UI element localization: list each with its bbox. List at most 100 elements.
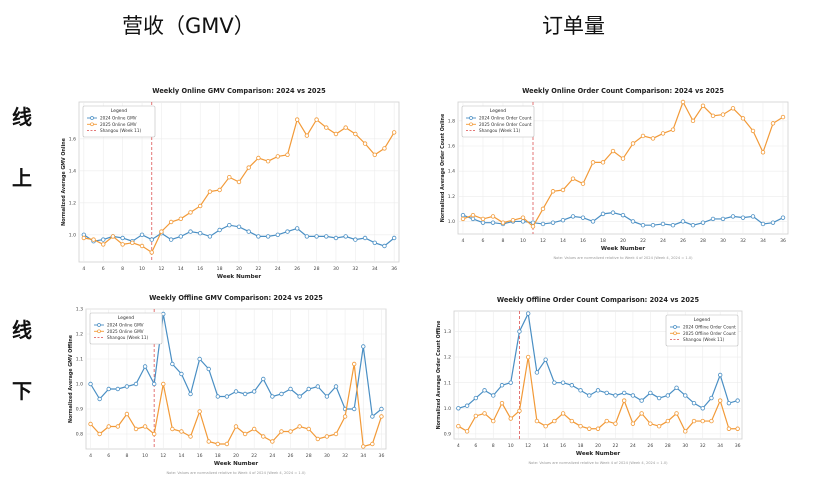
data-point-2024	[520, 219, 526, 224]
data-point-2025	[306, 426, 311, 432]
x-tick-label: 30	[682, 443, 688, 449]
y-tick-label: 0.9	[444, 431, 451, 437]
x-tick-label: 18	[215, 453, 221, 459]
data-point-2025	[621, 398, 627, 403]
data-point-2024	[106, 386, 111, 392]
legend-box	[665, 314, 739, 347]
data-point-2024	[294, 226, 300, 231]
data-point-2025	[149, 250, 154, 255]
data-point-2025	[604, 418, 609, 424]
x-tick-label: 16	[580, 238, 586, 244]
x-tick-label: 32	[700, 443, 706, 449]
x-tick-label: 12	[158, 266, 164, 272]
data-point-2025	[188, 434, 193, 439]
x-tick-label: 20	[620, 238, 626, 244]
data-point-2025	[740, 116, 746, 121]
data-point-2025	[304, 133, 310, 138]
data-point-2024	[142, 364, 148, 369]
data-point-2025	[161, 381, 166, 387]
data-point-2024	[370, 414, 375, 419]
x-tick-label: 30	[720, 238, 726, 244]
x-tick-label: 10	[508, 443, 514, 449]
data-point-2024	[650, 222, 656, 228]
data-point-2024	[726, 400, 732, 406]
data-point-2024	[709, 395, 714, 401]
data-point-2025	[550, 189, 556, 194]
data-point-2024	[179, 371, 184, 377]
data-point-2025	[508, 416, 513, 421]
data-point-2024	[540, 221, 546, 227]
legend-title: Legend	[118, 315, 134, 321]
data-point-2025	[691, 418, 697, 424]
data-point-2025	[780, 114, 786, 120]
x-tick-label: 28	[306, 453, 312, 459]
x-tick-label: 18	[578, 443, 584, 449]
data-point-2025	[288, 429, 293, 434]
data-point-2025	[379, 414, 384, 419]
data-point-2025	[314, 117, 319, 122]
data-point-2025	[142, 424, 148, 429]
data-point-2024	[233, 389, 239, 394]
x-tick-label: 32	[352, 266, 358, 272]
x-tick-label: 6	[482, 238, 485, 244]
x-tick-label: 28	[314, 266, 320, 272]
data-point-2025	[640, 133, 646, 139]
data-point-2025	[613, 421, 618, 426]
x-tick-label: 34	[360, 453, 366, 459]
y-axis-label: Normalized Average GMV Offline	[68, 334, 74, 423]
data-point-2025	[106, 424, 111, 429]
data-point-2024	[361, 344, 366, 349]
data-point-2025	[115, 424, 121, 429]
data-point-2025	[648, 421, 653, 426]
data-point-2024	[720, 216, 726, 222]
data-point-2024	[691, 400, 697, 406]
data-point-2025	[720, 112, 726, 117]
data-point-2025	[391, 130, 397, 135]
data-point-2025	[580, 181, 586, 186]
data-point-2024	[97, 396, 102, 402]
data-point-2025	[372, 152, 377, 157]
legend-item-2024-marker	[673, 325, 677, 329]
data-point-2024	[660, 221, 666, 227]
data-point-2025	[630, 421, 636, 426]
legend-item-shangou-label: Shangou (Week 11)	[100, 128, 142, 133]
data-point-2025	[361, 444, 366, 449]
y-tick-label: 1.6	[69, 136, 76, 142]
data-point-2025	[315, 436, 321, 442]
y-tick-label: 1.8	[448, 118, 455, 124]
data-point-2024	[379, 406, 384, 412]
x-tick-label: 22	[613, 443, 619, 449]
data-point-2025	[324, 125, 329, 130]
legend-box	[89, 312, 163, 345]
x-tick-label: 32	[342, 453, 348, 459]
data-point-2024	[170, 361, 175, 367]
x-tick-label: 16	[197, 453, 203, 459]
data-point-2025	[168, 219, 174, 225]
x-tick-label: 14	[179, 453, 185, 459]
chart-online-orders: Weekly Online Order Count Comparison: 20…	[440, 87, 789, 260]
legend-item-2024-label: 2024 Offline Order Count	[683, 325, 736, 330]
data-point-2024	[324, 234, 329, 239]
data-point-2024	[670, 222, 676, 228]
data-point-2025	[362, 141, 368, 146]
legend-item-2025-marker	[97, 329, 101, 334]
data-point-2024	[600, 211, 606, 217]
y-tick-label: 1.2	[76, 332, 83, 338]
data-point-2025	[133, 426, 139, 432]
data-point-2024	[473, 395, 479, 401]
data-point-2024	[590, 219, 596, 224]
data-point-2024	[610, 210, 616, 215]
data-point-2024	[149, 237, 154, 242]
data-point-2024	[133, 381, 139, 387]
data-point-2025	[770, 121, 776, 126]
data-point-2025	[124, 411, 130, 417]
data-point-2025	[570, 176, 576, 181]
data-point-2024	[206, 366, 211, 372]
chart-title: Weekly Offline GMV Comparison: 2024 vs 2…	[149, 294, 323, 302]
data-point-2025	[750, 128, 756, 134]
data-point-2025	[726, 426, 732, 431]
data-point-2025	[587, 426, 592, 431]
x-tick-label: 8	[502, 238, 505, 244]
x-tick-label: 12	[160, 453, 166, 459]
